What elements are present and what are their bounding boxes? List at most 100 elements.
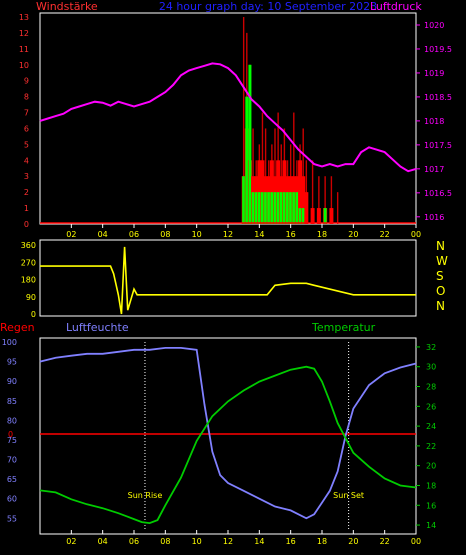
- time-label: 10: [192, 230, 202, 239]
- wind-bar: [304, 192, 309, 224]
- wind-bar: [298, 160, 303, 224]
- pressure-line: [39, 62, 417, 173]
- wind-green-bar: [273, 192, 277, 224]
- compass-label: S: [436, 269, 444, 283]
- climate-lines-group: [39, 346, 417, 525]
- direction-line-group: [40, 246, 416, 315]
- pressure-tick-label: 1019.5: [424, 45, 452, 54]
- temperature-tick-label: 18: [426, 481, 436, 490]
- wind-tick-label: 9: [24, 77, 29, 86]
- wind-green-bar: [323, 208, 327, 224]
- direction-frame: [39, 239, 417, 317]
- wind-green-bar: [282, 192, 286, 224]
- sun-markers: Sun Rise Sun Set: [128, 342, 364, 530]
- time-label: 22: [380, 230, 390, 239]
- wind-tick-label: 11: [19, 45, 29, 54]
- temperature-tick-label: 26: [426, 402, 436, 411]
- wind-green-bar: [289, 192, 293, 224]
- graph-title: 24 hour graph day: 10 September 2023: [159, 0, 377, 13]
- humidity-tick-label: 80: [7, 416, 17, 425]
- wind-green-bar: [248, 64, 252, 225]
- temperature-tick-label: 20: [426, 462, 436, 471]
- direction-tick-label: 270: [21, 258, 36, 267]
- temperature-tick-label: 22: [426, 442, 436, 451]
- time-label: 14: [254, 537, 264, 546]
- humidity-tick-label: 90: [7, 377, 17, 386]
- temperature-line: [39, 365, 417, 525]
- wind-green-bar: [301, 208, 305, 224]
- temperature-tick-label: 16: [426, 501, 436, 510]
- wind-tick-label: 10: [19, 61, 29, 70]
- humidity-tick-label: 75: [7, 436, 17, 445]
- time-label: 02: [66, 537, 76, 546]
- wind-tick-label: 2: [24, 188, 29, 197]
- sun-rise-label: Sun Rise: [128, 491, 163, 500]
- time-label: 12: [223, 537, 233, 546]
- pressure-tick-label: 1017.5: [424, 141, 452, 150]
- wind-x-labels: 02 04 06 08 10 12 14 16 18 20 22 00: [66, 224, 421, 239]
- wind-green-bar: [254, 192, 258, 224]
- wind-green-bar: [245, 96, 249, 224]
- wind-green-bar: [279, 192, 283, 224]
- wind-tick-label: 8: [24, 93, 29, 102]
- humidity-title: Luftfeuchte: [66, 321, 129, 334]
- direction-tick-label: 180: [21, 276, 36, 285]
- wind-title: Windstärke: [36, 0, 98, 13]
- climate-x-labels: 02 04 06 08 10 12 14 16 18 20 22 00: [66, 530, 421, 546]
- pressure-tick-label: 1018.5: [424, 93, 452, 102]
- time-label: 18: [317, 537, 327, 546]
- temperature-tick-label: 30: [426, 363, 436, 372]
- pressure-tick-label: 1016.5: [424, 189, 452, 198]
- humidity-line: [39, 346, 417, 520]
- time-label: 12: [223, 230, 233, 239]
- wind-bar: [301, 176, 306, 224]
- wind-green-bar: [260, 192, 264, 224]
- humidity-tick-label: 100: [2, 338, 17, 347]
- time-label: 20: [348, 230, 358, 239]
- direction-tick-label: 360: [21, 241, 36, 250]
- climate-frame: [39, 337, 417, 535]
- time-label: 20: [348, 537, 358, 546]
- time-label: 02: [66, 230, 76, 239]
- wind-bar: [310, 208, 315, 224]
- temperature-tick-label: 28: [426, 383, 436, 392]
- wind-green-bar: [251, 192, 255, 224]
- wind-tick-label: 6: [24, 124, 29, 133]
- wind-bars-group: [40, 17, 416, 225]
- humidity-tick-label: 65: [7, 475, 17, 484]
- time-label: 04: [98, 537, 108, 546]
- time-label: 08: [160, 230, 170, 239]
- wind-green-bar: [295, 192, 299, 224]
- temperature-tick-label: 24: [426, 422, 436, 431]
- compass-label: N: [436, 299, 445, 313]
- wind-bar: [316, 208, 321, 224]
- time-label: 22: [380, 537, 390, 546]
- pressure-tick-label: 1016: [424, 213, 444, 222]
- sun-set-label: Sun Set: [333, 491, 364, 500]
- rain-tick-label: 0: [8, 430, 13, 439]
- pressure-tick-label: 1018: [424, 117, 444, 126]
- wind-tick-label: 1: [24, 204, 29, 213]
- temperature-tick-label: 32: [426, 343, 436, 352]
- wind-tick-label: 5: [24, 140, 29, 149]
- direction-tick-label: 90: [26, 293, 36, 302]
- time-label: 00: [411, 537, 421, 546]
- wind-tick-label: 7: [24, 109, 29, 118]
- wind-tick-label: 4: [24, 156, 29, 165]
- time-label: 16: [286, 230, 296, 239]
- rain-title: Regen: [0, 321, 35, 334]
- wind-green-bar: [267, 192, 271, 224]
- humidity-tick-label: 95: [7, 358, 17, 367]
- time-label: 14: [254, 230, 264, 239]
- time-label: 06: [129, 230, 139, 239]
- temperature-axis-labels: 14 16 18 20 22 24 26 28 30 32: [416, 343, 436, 530]
- compass-label: N: [436, 239, 445, 253]
- wind-bar: [329, 208, 334, 224]
- humidity-tick-label: 85: [7, 397, 17, 406]
- wind-tick-label: 13: [19, 13, 29, 22]
- time-label: 00: [411, 230, 421, 239]
- pressure-tick-label: 1020: [424, 21, 444, 30]
